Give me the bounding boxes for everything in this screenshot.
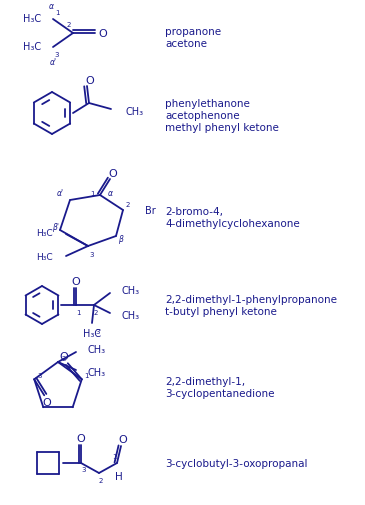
Text: 3-cyclobutyl-3-oxopropanal: 3-cyclobutyl-3-oxopropanal bbox=[165, 458, 307, 468]
Text: CH₃: CH₃ bbox=[122, 311, 140, 320]
Text: 1: 1 bbox=[112, 453, 116, 459]
Text: O: O bbox=[59, 351, 68, 362]
Text: O: O bbox=[72, 276, 80, 286]
Text: H: H bbox=[115, 471, 123, 481]
Text: α: α bbox=[49, 2, 54, 11]
Text: 3: 3 bbox=[90, 251, 94, 258]
Text: 2: 2 bbox=[94, 310, 98, 316]
Text: H₃C: H₃C bbox=[36, 252, 53, 261]
Text: O: O bbox=[119, 434, 127, 444]
Text: O: O bbox=[99, 29, 107, 39]
Text: β': β' bbox=[53, 222, 59, 231]
Text: H₃C: H₃C bbox=[23, 42, 41, 52]
Text: β: β bbox=[118, 234, 122, 243]
Text: 2: 2 bbox=[126, 201, 130, 208]
Text: H₃C: H₃C bbox=[36, 228, 53, 237]
Text: 1: 1 bbox=[85, 373, 89, 379]
Text: O: O bbox=[43, 397, 51, 408]
Text: 3: 3 bbox=[82, 466, 86, 472]
Text: 2,2-dimethyl-1,
3-cyclopentanedione: 2,2-dimethyl-1, 3-cyclopentanedione bbox=[165, 376, 274, 398]
Text: CH₃: CH₃ bbox=[125, 107, 143, 117]
Text: propanone
acetone: propanone acetone bbox=[165, 27, 221, 48]
Text: O: O bbox=[86, 76, 95, 86]
Text: CH₃: CH₃ bbox=[88, 344, 106, 355]
Text: 3: 3 bbox=[55, 52, 59, 58]
Text: Br: Br bbox=[145, 206, 156, 216]
Text: 2: 2 bbox=[99, 477, 103, 483]
Text: phenylethanone
acetophenone
methyl phenyl ketone: phenylethanone acetophenone methyl pheny… bbox=[165, 99, 279, 132]
Text: 2,2-dimethyl-1-phenylpropanone
t-butyl phenyl ketone: 2,2-dimethyl-1-phenylpropanone t-butyl p… bbox=[165, 294, 337, 316]
Text: α: α bbox=[108, 189, 112, 198]
Text: 1: 1 bbox=[76, 310, 80, 316]
Text: 3: 3 bbox=[96, 328, 100, 334]
Text: 2: 2 bbox=[67, 22, 71, 28]
Text: 2-bromo-4,
4-dimethylcyclohexanone: 2-bromo-4, 4-dimethylcyclohexanone bbox=[165, 207, 300, 228]
Text: 1: 1 bbox=[55, 10, 59, 16]
Text: H₃C: H₃C bbox=[23, 14, 41, 24]
Text: H₃C: H₃C bbox=[83, 328, 101, 338]
Text: α': α' bbox=[49, 58, 57, 66]
Text: CH₃: CH₃ bbox=[88, 367, 106, 377]
Text: O: O bbox=[109, 169, 118, 179]
Text: 3: 3 bbox=[37, 373, 42, 379]
Text: CH₃: CH₃ bbox=[122, 285, 140, 295]
Text: 2: 2 bbox=[62, 356, 66, 361]
Text: 1: 1 bbox=[90, 190, 94, 196]
Text: α': α' bbox=[57, 188, 64, 197]
Text: O: O bbox=[77, 433, 85, 443]
